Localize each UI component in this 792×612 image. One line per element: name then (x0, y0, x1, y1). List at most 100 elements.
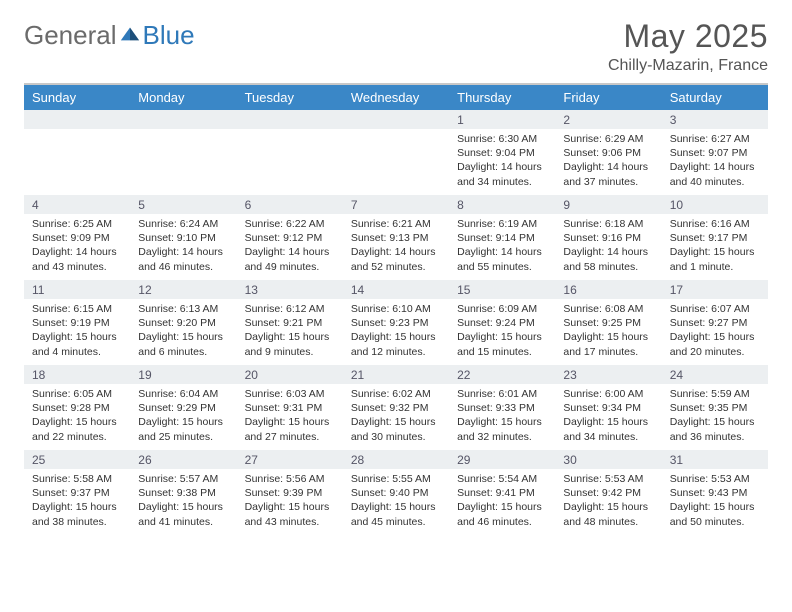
week-0-details: Sunrise: 6:30 AMSunset: 9:04 PMDaylight:… (24, 129, 768, 195)
sunset: Sunset: 9:42 PM (563, 486, 653, 500)
daylight-1: Daylight: 15 hours (351, 330, 441, 344)
daylight-1: Daylight: 15 hours (670, 500, 760, 514)
daylight-2: and 1 minute. (670, 260, 760, 274)
daylight-2: and 12 minutes. (351, 345, 441, 359)
day-cell: Sunrise: 6:24 AMSunset: 9:10 PMDaylight:… (130, 214, 236, 280)
daylight-1: Daylight: 15 hours (670, 415, 760, 429)
day-number: 24 (662, 365, 768, 384)
day-number: 15 (449, 280, 555, 299)
sunset: Sunset: 9:16 PM (563, 231, 653, 245)
sunset: Sunset: 9:33 PM (457, 401, 547, 415)
sunrise: Sunrise: 6:19 AM (457, 217, 547, 231)
day-number: 31 (662, 450, 768, 469)
day-cell: Sunrise: 6:22 AMSunset: 9:12 PMDaylight:… (237, 214, 343, 280)
sunrise: Sunrise: 5:55 AM (351, 472, 441, 486)
sunrise: Sunrise: 6:18 AM (563, 217, 653, 231)
sunset: Sunset: 9:38 PM (138, 486, 228, 500)
daylight-1: Daylight: 15 hours (457, 415, 547, 429)
sunrise: Sunrise: 6:05 AM (32, 387, 122, 401)
day-cell: Sunrise: 5:54 AMSunset: 9:41 PMDaylight:… (449, 469, 555, 535)
day-number: 9 (555, 195, 661, 214)
day-cell: Sunrise: 5:58 AMSunset: 9:37 PMDaylight:… (24, 469, 130, 535)
sunrise: Sunrise: 6:13 AM (138, 302, 228, 316)
brand-triangle-icon (119, 22, 141, 44)
day-number: 10 (662, 195, 768, 214)
week-1-daynums: 45678910 (24, 195, 768, 214)
day-number: 13 (237, 280, 343, 299)
day-cell: Sunrise: 5:53 AMSunset: 9:42 PMDaylight:… (555, 469, 661, 535)
dow-friday: Friday (555, 85, 661, 110)
daylight-2: and 48 minutes. (563, 515, 653, 529)
sunset: Sunset: 9:24 PM (457, 316, 547, 330)
day-cell: Sunrise: 6:19 AMSunset: 9:14 PMDaylight:… (449, 214, 555, 280)
daylight-1: Daylight: 15 hours (351, 500, 441, 514)
day-cell: Sunrise: 6:18 AMSunset: 9:16 PMDaylight:… (555, 214, 661, 280)
sunrise: Sunrise: 6:02 AM (351, 387, 441, 401)
day-number: 17 (662, 280, 768, 299)
sunrise: Sunrise: 6:21 AM (351, 217, 441, 231)
daylight-2: and 17 minutes. (563, 345, 653, 359)
day-cell: Sunrise: 6:05 AMSunset: 9:28 PMDaylight:… (24, 384, 130, 450)
day-cell: Sunrise: 5:56 AMSunset: 9:39 PMDaylight:… (237, 469, 343, 535)
daylight-2: and 58 minutes. (563, 260, 653, 274)
dow-thursday: Thursday (449, 85, 555, 110)
daylight-2: and 46 minutes. (138, 260, 228, 274)
week-1-details: Sunrise: 6:25 AMSunset: 9:09 PMDaylight:… (24, 214, 768, 280)
daylight-1: Daylight: 14 hours (457, 245, 547, 259)
daylight-1: Daylight: 15 hours (563, 330, 653, 344)
daylight-2: and 38 minutes. (32, 515, 122, 529)
day-number: 3 (662, 110, 768, 129)
sunrise: Sunrise: 6:16 AM (670, 217, 760, 231)
dow-sunday: Sunday (24, 85, 130, 110)
day-number: 27 (237, 450, 343, 469)
day-number: 28 (343, 450, 449, 469)
day-number: 12 (130, 280, 236, 299)
day-cell: Sunrise: 6:03 AMSunset: 9:31 PMDaylight:… (237, 384, 343, 450)
sunset: Sunset: 9:40 PM (351, 486, 441, 500)
sunrise: Sunrise: 6:01 AM (457, 387, 547, 401)
daylight-2: and 20 minutes. (670, 345, 760, 359)
month-title: May 2025 (608, 18, 768, 55)
day-cell: Sunrise: 5:55 AMSunset: 9:40 PMDaylight:… (343, 469, 449, 535)
daylight-2: and 15 minutes. (457, 345, 547, 359)
sunrise: Sunrise: 5:57 AM (138, 472, 228, 486)
week-3-daynums: 18192021222324 (24, 365, 768, 384)
daylight-1: Daylight: 15 hours (563, 415, 653, 429)
sunset: Sunset: 9:06 PM (563, 146, 653, 160)
title-block: May 2025 Chilly-Mazarin, France (608, 18, 768, 75)
daylight-2: and 22 minutes. (32, 430, 122, 444)
daylight-2: and 43 minutes. (32, 260, 122, 274)
day-number: 26 (130, 450, 236, 469)
day-cell: Sunrise: 5:59 AMSunset: 9:35 PMDaylight:… (662, 384, 768, 450)
dow-monday: Monday (130, 85, 236, 110)
day-cell: Sunrise: 6:07 AMSunset: 9:27 PMDaylight:… (662, 299, 768, 365)
brand-word-1: General (24, 22, 117, 48)
sunset: Sunset: 9:14 PM (457, 231, 547, 245)
day-cell (130, 129, 236, 195)
day-number: 5 (130, 195, 236, 214)
daylight-2: and 6 minutes. (138, 345, 228, 359)
day-cell: Sunrise: 6:09 AMSunset: 9:24 PMDaylight:… (449, 299, 555, 365)
sunrise: Sunrise: 5:58 AM (32, 472, 122, 486)
sunrise: Sunrise: 5:53 AM (670, 472, 760, 486)
daylight-2: and 25 minutes. (138, 430, 228, 444)
day-number: 25 (24, 450, 130, 469)
sunset: Sunset: 9:13 PM (351, 231, 441, 245)
day-number: 22 (449, 365, 555, 384)
daylight-1: Daylight: 14 hours (670, 160, 760, 174)
sunrise: Sunrise: 6:15 AM (32, 302, 122, 316)
sunrise: Sunrise: 6:12 AM (245, 302, 335, 316)
location-subtitle: Chilly-Mazarin, France (608, 57, 768, 75)
day-number: 30 (555, 450, 661, 469)
daylight-1: Daylight: 15 hours (670, 245, 760, 259)
day-number (237, 110, 343, 129)
daylight-2: and 36 minutes. (670, 430, 760, 444)
day-number: 2 (555, 110, 661, 129)
header: General Blue May 2025 Chilly-Mazarin, Fr… (24, 18, 768, 75)
daylight-1: Daylight: 14 hours (138, 245, 228, 259)
daylight-2: and 34 minutes. (563, 430, 653, 444)
sunset: Sunset: 9:17 PM (670, 231, 760, 245)
day-number: 23 (555, 365, 661, 384)
sunset: Sunset: 9:43 PM (670, 486, 760, 500)
sunset: Sunset: 9:12 PM (245, 231, 335, 245)
